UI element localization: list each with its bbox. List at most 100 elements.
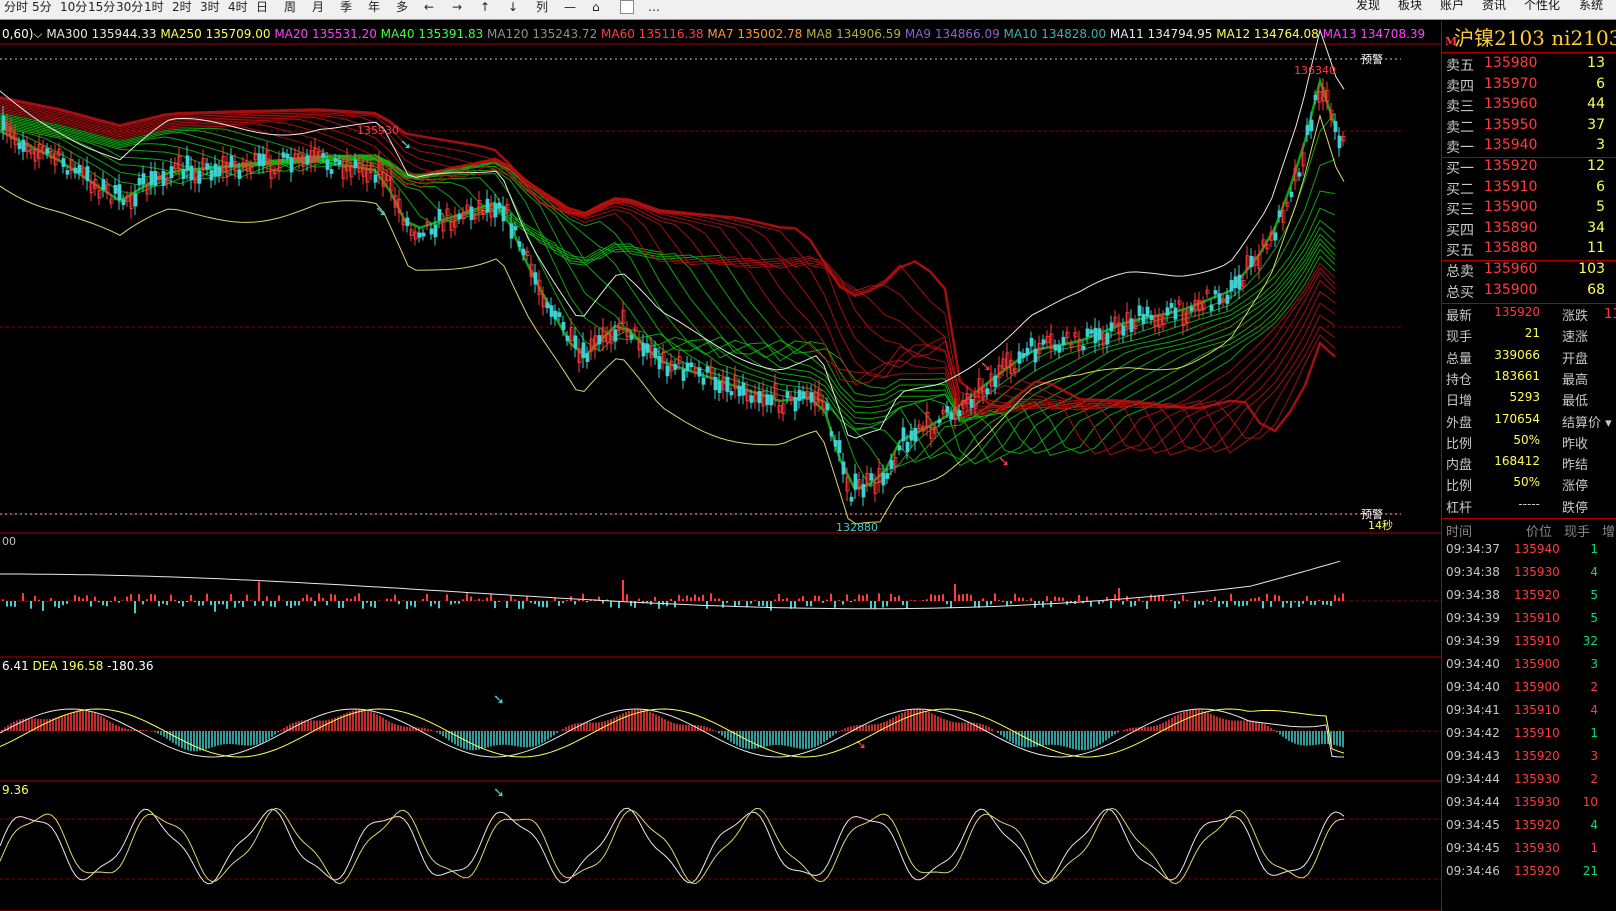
volume-bar xyxy=(830,593,832,601)
toolbar-btn-14[interactable]: 多 xyxy=(396,0,409,14)
trade-volume: 32 xyxy=(1582,634,1598,648)
toolbar-btn-4[interactable]: 30分 xyxy=(116,0,144,14)
toolbar-btn-9[interactable]: 日 xyxy=(256,0,269,14)
bid-row[interactable]: 买五 135880 11 xyxy=(1442,240,1616,261)
toolbar-btn-5[interactable]: 1时 xyxy=(144,0,164,14)
trade-row[interactable]: 09:34:45 135930 1 xyxy=(1442,841,1616,864)
volume-bar xyxy=(1002,601,1004,602)
toolbar-btn-23[interactable]: … xyxy=(648,0,660,14)
trade-row[interactable]: 09:34:43 135920 3 xyxy=(1442,749,1616,772)
trade-row[interactable]: 09:34:40 135900 2 xyxy=(1442,680,1616,703)
toolbar-btn-20[interactable]: — xyxy=(564,0,576,14)
toolbar-btn-13[interactable]: 年 xyxy=(368,0,381,14)
toolbar-btn-3[interactable]: 15分 xyxy=(88,0,116,14)
trade-row[interactable]: 09:34:39 135910 32 xyxy=(1442,634,1616,657)
trade-row[interactable]: 09:34:38 135930 4 xyxy=(1442,565,1616,588)
trade-time: 09:34:44 xyxy=(1446,772,1500,786)
chart-area[interactable]: 0,60)⌵ MA300 135944.33 MA250 135709.00 M… xyxy=(0,21,1441,911)
candle-body xyxy=(1305,125,1310,135)
trade-row[interactable]: 09:34:39 135910 5 xyxy=(1442,611,1616,634)
toolbar-menu-0[interactable]: 发现 xyxy=(1356,0,1381,12)
toolbar-btn-10[interactable]: 周 xyxy=(284,0,297,14)
toolbar-color-box[interactable] xyxy=(620,0,634,14)
toolbar-btn-7[interactable]: 3时 xyxy=(200,0,220,14)
trade-time: 09:34:38 xyxy=(1446,588,1500,602)
volume-bar xyxy=(1178,601,1180,605)
volume-bar xyxy=(1314,601,1316,605)
toolbar-btn-21[interactable]: ⌂ xyxy=(592,0,600,14)
toolbar-menu-2[interactable]: 账户 xyxy=(1440,0,1465,12)
toolbar-btn-15[interactable]: ← xyxy=(424,0,435,14)
toolbar-btn-12[interactable]: 季 xyxy=(340,0,353,14)
ask-row[interactable]: 卖五 135980 13 xyxy=(1442,55,1616,76)
toolbar-menu-4[interactable]: 个性化 xyxy=(1524,0,1561,12)
trade-row[interactable]: 09:34:44 135930 2 xyxy=(1442,772,1616,795)
toolbar-menu-1[interactable]: 板块 xyxy=(1398,0,1423,12)
toolbar-menu-3[interactable]: 资讯 xyxy=(1482,0,1507,12)
bid-row[interactable]: 买一 135920 12 xyxy=(1442,158,1616,179)
toolbar-btn-11[interactable]: 月 xyxy=(312,0,325,14)
volume-bar xyxy=(850,601,852,603)
trade-row[interactable]: 09:34:44 135930 10 xyxy=(1442,795,1616,818)
toolbar-btn-6[interactable]: 2时 xyxy=(172,0,192,14)
trade-row[interactable]: 09:34:41 135910 4 xyxy=(1442,703,1616,726)
alert-bottom-label[interactable]: 预警 xyxy=(1361,507,1383,521)
instrument-title[interactable]: M 沪镍2103 ni2103 xyxy=(1442,21,1616,53)
candle-body xyxy=(149,171,154,186)
ask-price: 135950 xyxy=(1484,116,1538,133)
toolbar-btn-17[interactable]: ↑ xyxy=(480,0,491,14)
toolbar-btn-18[interactable]: ↓ xyxy=(508,0,519,14)
volume-bar xyxy=(1166,600,1168,601)
trade-row[interactable]: 09:34:38 135920 5 xyxy=(1442,588,1616,611)
candle-body xyxy=(857,479,862,490)
trade-row[interactable]: 09:34:45 135920 4 xyxy=(1442,818,1616,841)
candle-body xyxy=(793,397,798,412)
candle-body xyxy=(389,176,394,192)
volume-bar xyxy=(838,600,840,601)
ask-row[interactable]: 卖一 135940 3 xyxy=(1442,137,1616,158)
volume-bar xyxy=(106,601,108,607)
candle-body xyxy=(865,473,870,485)
volume-bar xyxy=(770,601,772,611)
volume-bar xyxy=(1246,601,1248,606)
candle-body xyxy=(1077,338,1082,351)
toolbar-btn-2[interactable]: 10分 xyxy=(60,0,88,14)
volume-bar xyxy=(422,598,424,601)
kline-chart[interactable]: 0,60)⌵ MA300 135944.33 MA250 135709.00 M… xyxy=(0,21,1441,911)
candle-body xyxy=(41,145,46,154)
volume-bar xyxy=(214,601,216,612)
volume-bar xyxy=(50,598,52,601)
trade-row[interactable]: 09:34:46 135920 21 xyxy=(1442,864,1616,887)
toolbar-btn-1[interactable]: 5分 xyxy=(32,0,52,14)
quote-label: 现手 xyxy=(1446,330,1473,346)
candle-body xyxy=(205,163,210,170)
ask-row[interactable]: 卖三 135960 44 xyxy=(1442,96,1616,117)
bid-row[interactable]: 买二 135910 6 xyxy=(1442,179,1616,200)
toolbar-btn-16[interactable]: → xyxy=(452,0,463,14)
candle-body xyxy=(309,150,314,164)
alert-top-label[interactable]: 预警 xyxy=(1361,52,1383,66)
trade-row[interactable]: 09:34:42 135910 1 xyxy=(1442,726,1616,749)
candle-body xyxy=(545,302,550,309)
trade-row[interactable]: 09:34:40 135900 3 xyxy=(1442,657,1616,680)
toolbar-btn-0[interactable]: 分时 xyxy=(4,0,29,14)
candle-body xyxy=(53,152,58,166)
ask-row[interactable]: 卖四 135970 6 xyxy=(1442,76,1616,97)
toolbar-menu-5[interactable]: 系统 xyxy=(1579,0,1604,12)
bid-price: 135880 xyxy=(1484,240,1538,256)
trade-row[interactable]: 09:34:37 135940 1 xyxy=(1442,542,1616,565)
bid-row[interactable]: 买四 135890 34 xyxy=(1442,220,1616,241)
toolbar-btn-8[interactable]: 4时 xyxy=(228,0,248,14)
volume-bar xyxy=(1214,596,1216,601)
toolbar-btn-19[interactable]: 列 xyxy=(536,0,549,14)
volume-bar xyxy=(586,601,588,603)
volume-bar xyxy=(986,601,988,607)
volume-bar xyxy=(258,581,260,601)
volume-bar xyxy=(1218,601,1220,607)
quote-label-2[interactable]: 结算价 ▾ xyxy=(1562,415,1612,431)
volume-bar xyxy=(390,599,392,601)
volume-bar xyxy=(878,593,880,601)
bid-row[interactable]: 买三 135900 5 xyxy=(1442,199,1616,220)
ask-row[interactable]: 卖二 135950 37 xyxy=(1442,117,1616,138)
volume-bar xyxy=(466,593,468,601)
